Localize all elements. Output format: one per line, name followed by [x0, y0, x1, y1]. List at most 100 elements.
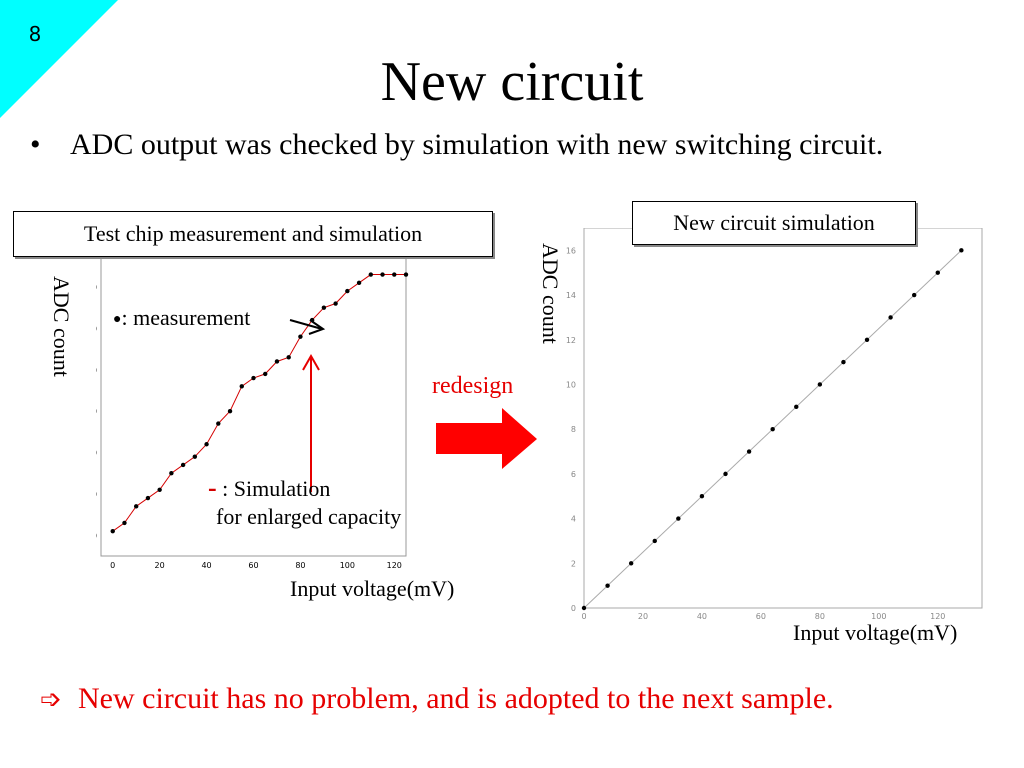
right-y-ticks: 0 2 4 6 8 10 12 14 16	[566, 246, 576, 613]
simulation-point	[581, 605, 587, 611]
measurement-point	[122, 520, 127, 526]
right-x-tick-label: 80	[815, 612, 825, 621]
simulation-point	[676, 516, 681, 521]
left-y-tick-label: 10	[96, 490, 97, 499]
left-x-tick-label: 100	[340, 561, 355, 570]
right-x-ticks: 0 20 40 60 80 100 120	[581, 612, 945, 621]
simulation-point	[723, 471, 728, 477]
simulation-point	[817, 382, 823, 387]
simulation-point	[959, 248, 964, 253]
right-y-tick-label: 8	[571, 425, 576, 434]
measurement-point	[392, 272, 397, 277]
simulation-legend-text: : Simulation	[222, 476, 331, 501]
simulation-pointer-arrow	[302, 353, 320, 492]
left-x-tick-label: 40	[201, 561, 211, 570]
simulation-point	[911, 292, 917, 298]
simulation-point	[746, 449, 752, 454]
measurement-point	[110, 528, 115, 534]
measurement-point	[192, 454, 198, 459]
right-y-tick-label: 6	[571, 470, 576, 479]
measurement-pointer-arrow	[289, 319, 326, 335]
bullet-item: • ADC output was checked by simulation wi…	[30, 128, 883, 162]
measurement-point	[227, 408, 233, 414]
simulation-point	[935, 270, 940, 275]
right-panel-label: New circuit simulation	[632, 201, 916, 245]
measurement-point	[356, 280, 362, 286]
measurement-legend-text: : measurement	[121, 305, 251, 330]
redesign-arrow-icon	[436, 408, 537, 469]
measurement-legend: ●: measurement	[113, 305, 250, 331]
redesign-label: redesign	[432, 373, 514, 399]
left-x-tick-label: 80	[295, 561, 305, 570]
bullet-dot-icon: •	[30, 128, 41, 161]
simulation-legend: - : Simulation	[208, 473, 330, 503]
simulation-point	[864, 337, 870, 342]
left-x-tick-label: 60	[248, 561, 258, 570]
measurement-point	[368, 272, 374, 277]
simulation-legend-line2: for enlarged capacity	[216, 504, 402, 529]
conclusion-arrow-icon: ➩	[40, 685, 62, 715]
right-y-tick-label: 10	[566, 380, 576, 389]
measurement-point	[298, 334, 303, 339]
measurement-point	[263, 371, 268, 377]
left-y-ticks: 0 10 20 30 40 50 60	[96, 283, 97, 540]
simulation-dash-icon: -	[208, 473, 217, 502]
right-x-tick-label: 40	[697, 612, 707, 621]
bullet-text: ADC output was checked by simulation wit…	[70, 128, 884, 161]
left-y-tick-label: 50	[96, 324, 97, 333]
left-x-ticks: 0 20 40 60 80 100 120	[110, 561, 402, 570]
simulation-point	[888, 315, 893, 320]
measurement-point	[321, 305, 327, 310]
simulation-point	[699, 494, 705, 499]
left-x-tick-label: 20	[155, 561, 165, 570]
corner-triangle	[0, 0, 118, 118]
right-chart-frame	[583, 228, 983, 609]
right-y-tick-label: 2	[571, 559, 576, 568]
left-y-tick-label: 40	[96, 366, 97, 375]
right-x-tick-label: 60	[756, 612, 766, 621]
right-y-tick-label: 14	[566, 291, 576, 300]
left-x-tick-label: 0	[110, 561, 115, 570]
left-panel-label: Test chip measurement and simulation	[13, 211, 493, 257]
left-chart: 0 10 20 30 40 50 60 0 20 40 60 80 100 120	[96, 258, 409, 570]
left-y-axis-label: ADC count	[49, 276, 74, 377]
right-x-tick-label: 120	[930, 612, 945, 621]
measurement-point	[380, 272, 385, 277]
slide-title: New circuit	[380, 51, 644, 113]
simulation-point	[841, 359, 846, 365]
measurement-point	[157, 487, 162, 492]
left-series	[110, 272, 409, 534]
right-x-axis-label: Input voltage(mV)	[793, 620, 958, 645]
left-chart-frame	[100, 258, 407, 557]
right-x-tick-label: 100	[871, 612, 886, 621]
right-chart: 0 2 4 6 8 10 12 14 16 0 20 40 60 80 100 120	[566, 228, 983, 621]
measurement-point	[169, 471, 174, 476]
simulation-line	[112, 274, 406, 532]
left-y-tick-label: 30	[96, 407, 97, 416]
left-y-tick-label: 20	[96, 449, 97, 458]
simulation-point	[794, 404, 799, 410]
right-y-tick-label: 4	[571, 515, 576, 524]
left-x-tick-label: 120	[387, 561, 402, 570]
right-y-tick-label: 0	[571, 604, 576, 613]
measurement-point	[216, 421, 221, 426]
measurement-point	[204, 442, 209, 447]
simulation-point	[652, 538, 657, 544]
measurement-point	[403, 272, 409, 277]
measurement-point	[274, 359, 280, 364]
measurement-point	[345, 288, 350, 294]
simulation-point	[770, 426, 775, 432]
conclusion-text: New circuit has no problem, and is adopt…	[78, 682, 834, 715]
right-y-tick-label: 16	[566, 246, 576, 255]
left-x-axis-label: Input voltage(mV)	[290, 576, 455, 601]
simulation-point	[628, 561, 634, 566]
left-y-tick-label: 60	[96, 283, 97, 292]
right-x-tick-label: 20	[638, 612, 648, 621]
right-y-tick-label: 12	[566, 336, 576, 345]
measurement-point	[251, 375, 256, 381]
measurement-point	[239, 384, 244, 389]
right-y-axis-label: ADC count	[538, 243, 563, 344]
right-series	[581, 248, 964, 611]
measurement-point	[180, 462, 186, 468]
